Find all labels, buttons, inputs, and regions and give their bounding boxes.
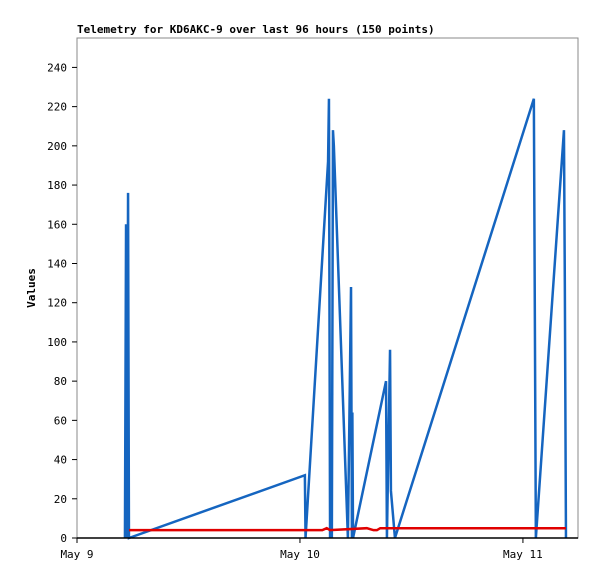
y-tick-label: 140: [47, 257, 67, 270]
x-tick-label: May 9: [60, 548, 93, 561]
y-tick-label: 0: [60, 532, 67, 545]
y-tick-label: 40: [54, 454, 67, 467]
x-tick-label: May 11: [503, 548, 543, 561]
y-tick-label: 220: [47, 101, 67, 114]
y-tick-label: 160: [47, 218, 67, 231]
y-axis-label: Values: [25, 268, 38, 308]
y-tick-label: 200: [47, 140, 67, 153]
y-tick-label: 20: [54, 493, 67, 506]
y-tick-label: 180: [47, 179, 67, 192]
y-tick-label: 80: [54, 375, 67, 388]
series-line: [128, 526, 566, 532]
y-tick-label: 60: [54, 414, 67, 427]
y-tick-label: 120: [47, 297, 67, 310]
y-tick-label: 240: [47, 61, 67, 74]
chart-title: Telemetry for KD6AKC-9 over last 96 hour…: [77, 23, 435, 36]
x-tick-label: May 10: [280, 548, 320, 561]
y-tick-label: 100: [47, 336, 67, 349]
